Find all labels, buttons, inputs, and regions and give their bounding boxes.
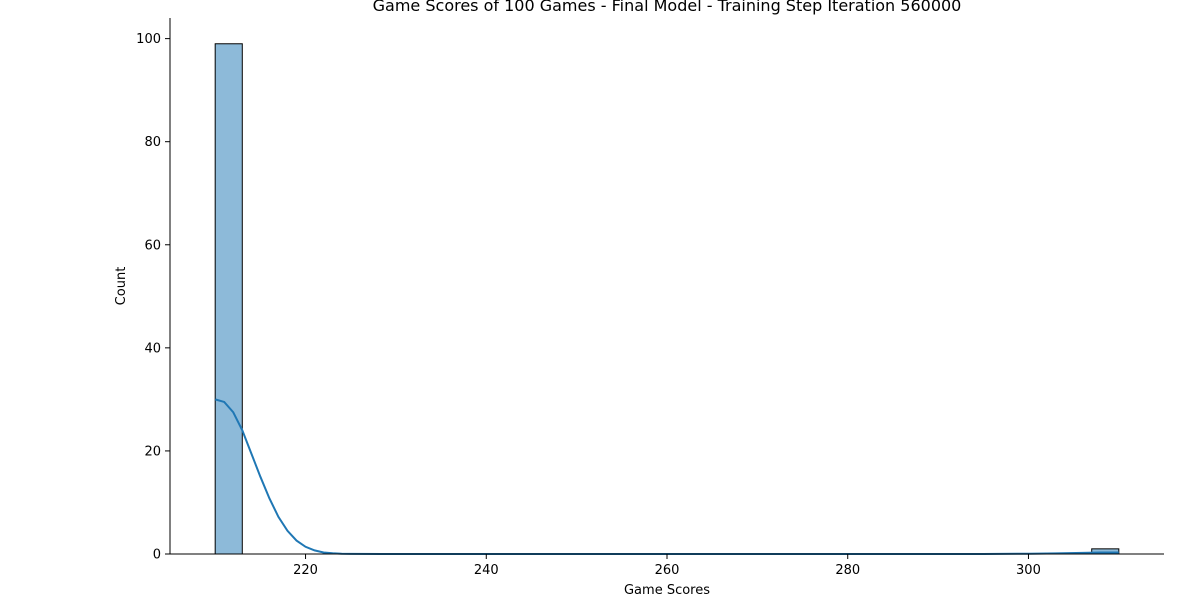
x-tick-label: 240: [474, 563, 499, 578]
x-tick-label: 300: [1016, 563, 1041, 578]
histogram-bar-0: [214, 43, 243, 555]
kde-layer: [214, 398, 1119, 555]
y-axis-label: Count: [114, 267, 129, 306]
y-tick-label: 60: [144, 238, 161, 253]
y-tick-label: 20: [144, 444, 161, 459]
kde-line: [214, 398, 1119, 555]
x-axis-label: Game Scores: [624, 583, 710, 598]
chart-title: Game Scores of 100 Games - Final Model -…: [373, 0, 962, 15]
x-ticks: 220 240 260 280 300: [293, 554, 1041, 578]
x-tick-label: 280: [835, 563, 860, 578]
y-tick-label: 0: [153, 548, 161, 563]
axes-layer: [169, 18, 1164, 555]
y-tick-label: 40: [144, 341, 161, 356]
y-tick-label: 100: [136, 32, 161, 47]
bars-layer: [214, 43, 1120, 555]
y-ticks: 0 20 40 60 80 100: [136, 32, 170, 563]
x-tick-label: 220: [293, 563, 318, 578]
y-tick-label: 80: [144, 135, 161, 150]
x-tick-label: 260: [655, 563, 680, 578]
